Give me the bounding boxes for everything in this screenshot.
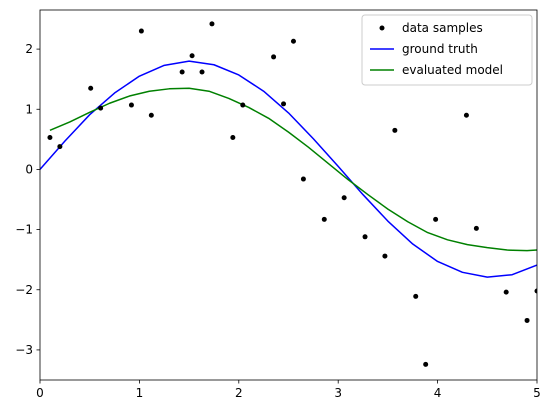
data-point	[341, 195, 347, 201]
data-point	[281, 101, 287, 107]
data-point	[503, 289, 509, 295]
x-tick-label: 3	[334, 386, 342, 400]
series-layer	[40, 21, 537, 367]
data-point	[240, 102, 246, 108]
x-tick-label: 1	[136, 386, 144, 400]
data-point	[423, 361, 429, 367]
y-tick-label: 0	[25, 162, 33, 176]
legend-label-data-samples: data samples	[402, 21, 483, 35]
data-point	[413, 293, 419, 299]
data-point	[189, 53, 195, 59]
data-point	[98, 105, 104, 111]
data-point	[230, 135, 236, 141]
data-point	[290, 38, 296, 44]
x-tick-label: 4	[434, 386, 442, 400]
data-point	[199, 69, 205, 75]
axes-frame	[39, 9, 538, 381]
legend-box	[361, 14, 533, 86]
x-tick-label: 0	[36, 386, 44, 400]
x-axis: 0 1 2 3 4 5	[36, 380, 541, 400]
series-line-evaluated-model	[49, 87, 537, 252]
y-tick-label: 2	[25, 42, 33, 56]
data-point	[47, 135, 53, 141]
data-point	[300, 176, 306, 182]
data-point	[57, 144, 63, 150]
data-point	[321, 216, 327, 222]
y-tick-label: −3	[15, 343, 33, 357]
data-point	[463, 112, 469, 118]
data-point	[88, 85, 94, 91]
x-tick-label: 5	[533, 386, 541, 400]
data-point	[148, 112, 154, 118]
data-point	[392, 127, 398, 133]
data-point	[382, 253, 388, 259]
y-tick-label: 1	[25, 102, 33, 116]
legend-marker-data-samples	[379, 25, 385, 31]
data-point	[179, 69, 185, 75]
data-point	[473, 225, 479, 231]
x-tick-label: 2	[235, 386, 243, 400]
data-point	[524, 317, 530, 323]
series-line-ground-truth	[40, 60, 537, 278]
data-point	[138, 28, 144, 34]
data-point	[433, 216, 439, 222]
y-axis: −3 −2 −1 0 1 2	[15, 42, 40, 357]
legend-label-evaluated-model: evaluated model	[402, 63, 503, 77]
data-point	[534, 288, 537, 294]
y-tick-label: −1	[15, 223, 33, 237]
data-point	[271, 54, 277, 60]
legend: data samples ground truth evaluated model	[361, 14, 533, 86]
data-point	[209, 21, 215, 27]
legend-label-ground-truth: ground truth	[402, 42, 478, 56]
data-point	[362, 234, 368, 240]
data-point	[128, 102, 134, 108]
y-tick-label: −2	[15, 283, 33, 297]
